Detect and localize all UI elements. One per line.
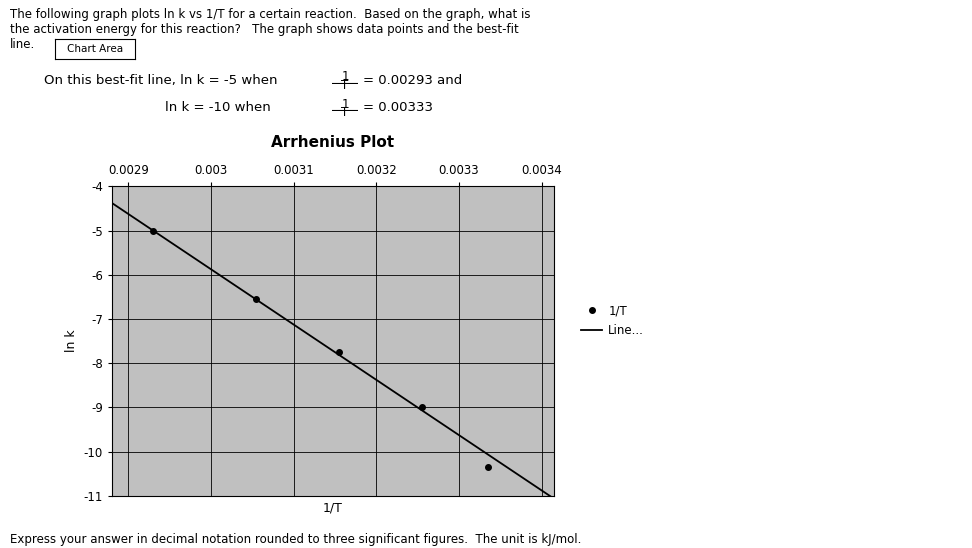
Text: line.: line.	[10, 38, 35, 51]
Text: 1: 1	[341, 70, 349, 83]
X-axis label: 1/T: 1/T	[323, 501, 343, 515]
Text: the activation energy for this reaction?   The graph shows data points and the b: the activation energy for this reaction?…	[10, 23, 518, 36]
Text: On this best-fit line, ln k = -5 when: On this best-fit line, ln k = -5 when	[44, 74, 282, 87]
Text: = 0.00333: = 0.00333	[363, 101, 433, 115]
Y-axis label: ln k: ln k	[65, 330, 78, 352]
Text: = 0.00293 and: = 0.00293 and	[363, 74, 462, 87]
Text: 1: 1	[341, 98, 349, 111]
Text: The following graph plots ln k vs 1/T for a certain reaction.  Based on the grap: The following graph plots ln k vs 1/T fo…	[10, 8, 530, 21]
Text: Chart Area: Chart Area	[67, 44, 123, 54]
Text: T: T	[341, 106, 349, 119]
Text: ln k = -10 when: ln k = -10 when	[165, 101, 275, 115]
Title: Arrhenius Plot: Arrhenius Plot	[271, 135, 395, 151]
Text: T: T	[341, 79, 349, 92]
Text: Express your answer in decimal notation rounded to three significant figures.  T: Express your answer in decimal notation …	[10, 533, 581, 546]
Legend: 1/T, Line...: 1/T, Line...	[577, 301, 647, 341]
